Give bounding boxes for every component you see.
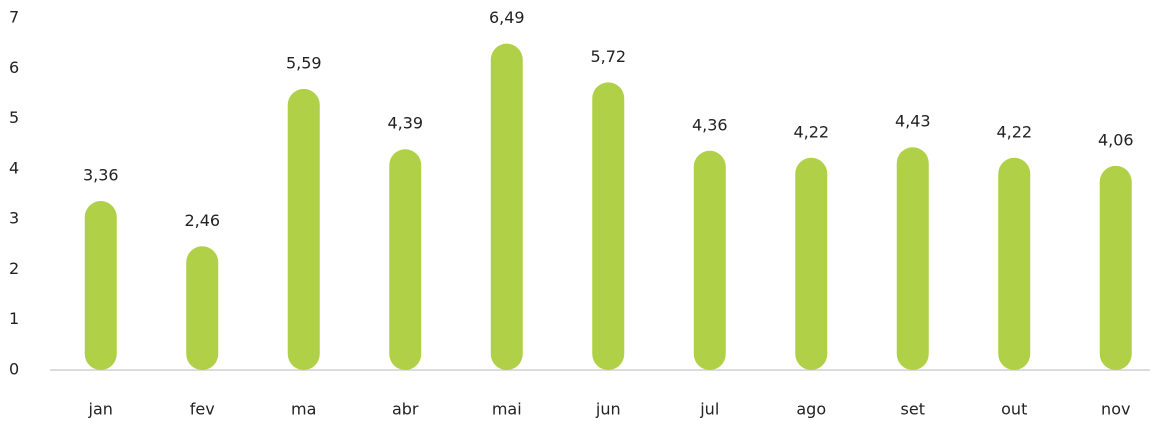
data-label: 4,22: [996, 122, 1032, 141]
y-tick-label: 2: [9, 259, 19, 278]
y-tick-label: 4: [9, 158, 19, 177]
bar: [1099, 165, 1132, 370]
y-tick-label: 6: [9, 58, 19, 77]
y-tick-label: 0: [9, 360, 19, 379]
x-tick-label: ma: [291, 400, 316, 419]
bar: [896, 147, 929, 370]
data-label: 5,59: [286, 53, 322, 72]
x-tick-label: fev: [190, 400, 215, 419]
bar: [490, 43, 523, 370]
bar: [693, 150, 726, 370]
bar: [84, 201, 117, 370]
bar: [389, 149, 422, 370]
x-tick-label: set: [901, 400, 925, 419]
bar: [795, 157, 828, 370]
data-label: 4,06: [1098, 130, 1134, 149]
data-label: 5,72: [590, 47, 626, 66]
y-tick-label: 3: [9, 209, 19, 228]
x-tick-label: jan: [88, 400, 113, 419]
data-label: 3,36: [83, 166, 119, 185]
data-label: 4,22: [793, 122, 829, 141]
bar: [287, 88, 320, 370]
x-tick-label: mai: [492, 400, 522, 419]
data-label: 6,49: [489, 8, 525, 27]
data-label: 4,39: [387, 114, 423, 133]
y-tick-label: 1: [9, 309, 19, 328]
data-label: 4,43: [895, 112, 931, 131]
y-tick-label: 7: [9, 8, 19, 27]
bar: [186, 246, 219, 370]
bar: [998, 157, 1031, 370]
y-tick-label: 5: [9, 108, 19, 127]
data-label: 4,36: [692, 115, 728, 134]
x-tick-label: ago: [796, 400, 826, 419]
x-tick-label: abr: [392, 400, 419, 419]
x-tick-label: nov: [1101, 400, 1130, 419]
bar: [592, 82, 625, 370]
x-tick-label: jun: [595, 400, 621, 419]
x-tick-label: out: [1001, 400, 1027, 419]
data-label: 2,46: [184, 211, 220, 230]
x-tick-label: jul: [699, 400, 719, 419]
